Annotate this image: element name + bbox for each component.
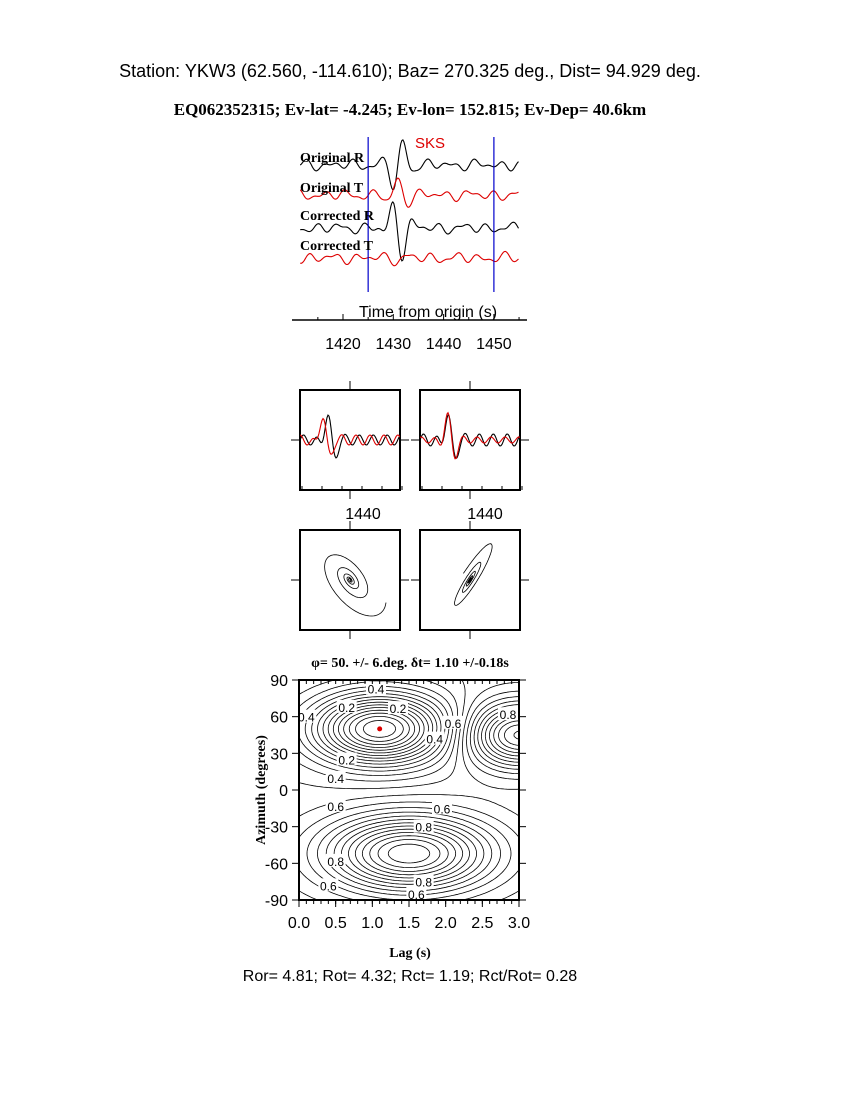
label-bg [498,707,518,721]
red-trace [420,411,520,460]
particle-motion [324,554,387,617]
contour-label: 0.8 [415,821,432,835]
label-bg [336,752,357,766]
panel-frame [299,529,401,631]
y-tick-label: 90 [270,673,288,690]
contour-label: 0.8 [415,876,432,890]
label-bg [443,715,463,729]
contour-label: 0.4 [426,733,443,747]
label-bg [432,801,452,815]
tick-label: 1430 [376,336,412,353]
contour-label: 0.6 [408,888,425,902]
contour-line [306,696,519,900]
tick-label: 1450 [476,336,512,353]
contour-label: 0.8 [500,708,517,722]
contour-plot: 0.40.2 0.20.4 0.60.80.40.20.40.6 0.60.80.80… [265,673,530,932]
contour-label: 0.4 [298,711,315,725]
trace-label: Corrected T [300,239,374,254]
ratios-text: Ror= 4.81; Rot= 4.32; Rct= 1.19; Rct/Rot… [243,968,578,985]
label-bg [325,853,346,867]
label-bg [413,874,434,888]
contour-label: 0.8 [327,855,344,869]
label-bg [318,878,339,892]
label-bg [366,681,386,695]
contour-line [317,700,519,896]
contour-label: 0.4 [327,772,344,786]
trace-original-r [300,139,519,191]
label-bg [296,709,317,723]
tick-label: 1420 [325,336,361,353]
red-trace [300,417,400,455]
station-title: Station: YKW3 (62.560, -114.610); Baz= 2… [119,61,701,81]
x-tick-label: 0.5 [325,915,347,932]
trace-label: Original T [300,181,364,196]
contour-line [377,730,519,868]
label-bg [388,701,408,715]
particle-motion [454,543,493,606]
x-tick-label: 1.0 [361,915,383,932]
contour-label: 0.2 [338,753,355,767]
event-title: EQ062352315; Ev-lat= -4.245; Ev-lon= 152… [174,100,646,119]
trace-label: Original R [300,151,365,166]
label-bg [325,798,346,812]
y-tick-label: -90 [265,893,288,910]
trace-original-t [300,177,519,208]
contour-line [355,716,404,742]
panel-frame [299,389,401,491]
contour-label: 0.6 [445,717,462,731]
trace-label: Corrected R [300,209,375,224]
y-tick-label: -60 [265,856,288,873]
label-bg [406,886,427,900]
contour-line [325,704,519,892]
x-tick-label: 0.0 [288,915,310,932]
contour-line [299,681,454,776]
x-tick-label: 3.0 [508,915,530,932]
contour-line [369,724,519,872]
contour-label: 0.6 [320,879,337,893]
x-tick-label: 1.5 [398,915,420,932]
phase-label: SKS [415,135,445,152]
contour-title: φ= 50. +/- 6.deg. δt= 1.10 +/-0.18s [311,656,509,671]
contour-label: 0.2 [338,701,355,715]
x-tick-label: 2.0 [435,915,457,932]
label-bg [336,699,357,713]
label-bg [325,770,346,784]
small-panels [291,381,529,639]
contour-line [362,720,397,738]
black-trace [300,414,400,459]
contour-line [311,693,442,765]
y-axis-label: Azimuth (degrees) [254,735,269,845]
contour-label: 0.6 [434,802,451,816]
tick-label: 1440 [467,506,503,523]
y-tick-label: 30 [270,746,288,763]
contour-label: 0.6 [327,800,344,814]
label-bg [424,731,445,745]
trace-corrected-t [300,250,519,267]
tick-label: 1440 [426,336,462,353]
trace-panel [300,137,519,292]
label-bg [413,819,434,833]
contour-label: 0.4 [368,683,385,697]
y-tick-label: 0 [279,783,288,800]
trace-corrected-r [300,200,519,262]
x-axis-label: Lag (s) [389,946,431,961]
y-tick-label: 60 [270,710,288,727]
tick-label: 1440 [345,506,381,523]
x-tick-label: 2.5 [471,915,493,932]
contour-line [361,720,519,876]
panel-frame [419,389,521,491]
contour-line [387,843,431,864]
time-axis-label: Time from origin (s) [359,304,497,321]
time-axis: 1420 1430 1440 1450 [292,314,527,353]
minimum-marker [377,726,383,732]
y-tick-label: -30 [265,820,288,837]
contour-label: 0.2 [390,702,407,716]
